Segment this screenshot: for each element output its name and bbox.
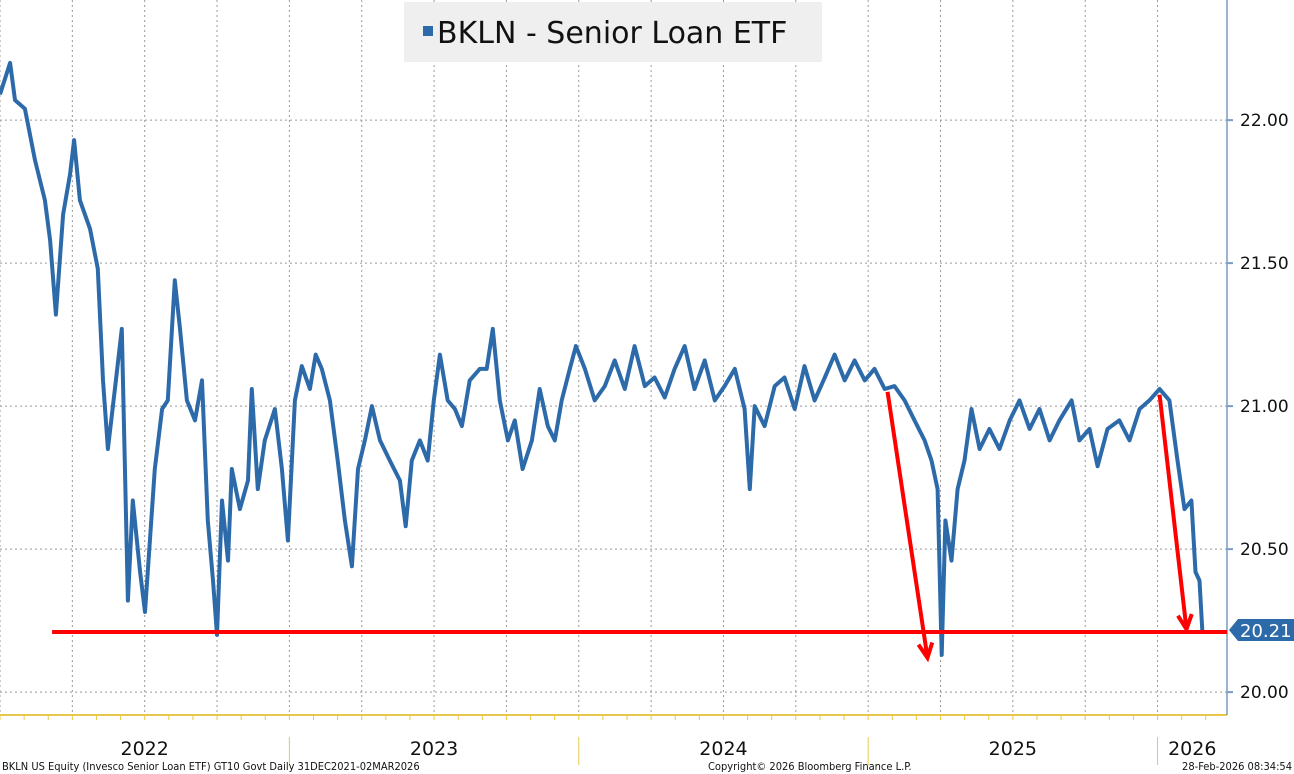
y-tick-label: 22.00 <box>1240 111 1289 131</box>
x-tick-label: 2022 <box>121 738 169 760</box>
y-tick-label: 20.00 <box>1240 683 1289 703</box>
footer-left: BKLN US Equity (Invesco Senior Loan ETF)… <box>2 760 420 773</box>
y-tick-label: 21.50 <box>1240 254 1289 274</box>
y-tick-label: 21.00 <box>1240 397 1289 417</box>
arrow-head <box>1176 613 1194 634</box>
y-axis: 20.00 20.50 21.00 21.50 22.00 <box>1226 0 1289 715</box>
x-axis: 2022 2023 2024 2025 2026 <box>0 714 1227 765</box>
annotations <box>52 391 1227 663</box>
footer-right: 28-Feb-2026 08:34:54 <box>1182 760 1292 773</box>
last-value-text: 20.21 <box>1240 621 1292 642</box>
arrow-head <box>916 641 935 663</box>
arrow-shaft <box>1157 394 1189 630</box>
legend-box: BKLN - Senior Loan ETF <box>404 2 822 62</box>
chart-title: BKLN - Senior Loan ETF <box>437 16 787 51</box>
series-line <box>0 60 1205 657</box>
arrow-shaft <box>885 391 930 659</box>
footer-center: Copyright© 2026 Bloomberg Finance L.P. <box>708 760 912 773</box>
x-tick-label: 2024 <box>699 738 747 760</box>
last-value-label: 20.21 <box>1229 619 1294 642</box>
y-tick-label: 20.50 <box>1240 540 1289 560</box>
x-tick-label: 2025 <box>989 738 1037 760</box>
x-tick-label: 2026 <box>1168 738 1216 760</box>
x-tick-label: 2023 <box>410 738 458 760</box>
legend-swatch <box>423 26 433 36</box>
